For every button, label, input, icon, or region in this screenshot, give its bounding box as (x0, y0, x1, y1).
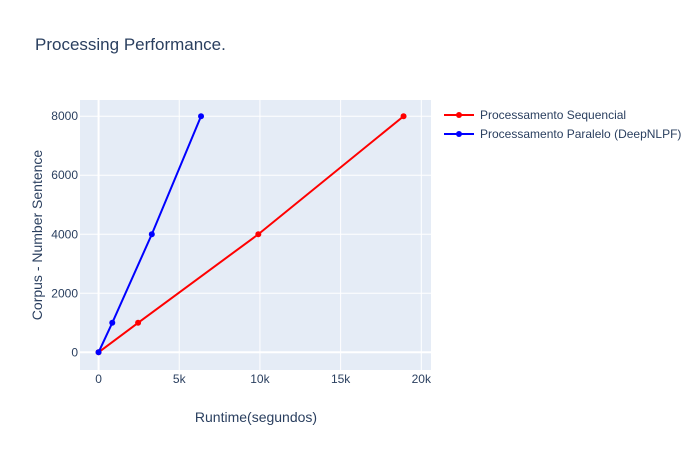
series-2 (95, 113, 205, 356)
series-line (97, 115, 405, 354)
y-tick-label: 6000 (51, 168, 78, 182)
legend[interactable]: Processamento Sequencial Processamento Pa… (444, 108, 681, 141)
y-tick-label: 0 (71, 345, 78, 359)
x-tick-label: 15k (331, 372, 351, 386)
series-line (97, 115, 202, 353)
x-tick-label: 5k (173, 372, 187, 386)
y-tick-label: 8000 (51, 109, 78, 123)
legend-label: Processamento Sequencial (480, 108, 626, 122)
data-point (95, 349, 102, 356)
data-point (148, 231, 155, 238)
data-point (198, 113, 205, 120)
legend-label: Processamento Paralelo (DeepNLPF) (480, 127, 681, 141)
legend-item-1[interactable]: Processamento Sequencial (444, 108, 626, 122)
series-layer (95, 113, 407, 356)
data-point (109, 319, 116, 326)
y-axis-title: Corpus - Number Sentence (29, 150, 45, 321)
data-point (135, 319, 142, 326)
y-axis-ticks: 0 2000 4000 6000 8000 (51, 109, 78, 359)
data-point (255, 231, 262, 238)
y-tick-label: 2000 (51, 286, 78, 300)
legend-marker (456, 131, 462, 137)
data-point (400, 113, 407, 120)
x-tick-label: 20k (412, 372, 432, 386)
chart-title: Processing Performance. (35, 35, 226, 54)
x-axis-title: Runtime(segundos) (195, 409, 317, 425)
legend-item-2[interactable]: Processamento Paralelo (DeepNLPF) (444, 127, 681, 141)
y-tick-label: 4000 (51, 227, 78, 241)
x-axis-ticks: 0 5k 10k 15k 20k (95, 372, 432, 386)
x-tick-label: 10k (250, 372, 270, 386)
legend-marker (456, 112, 462, 118)
x-tick-label: 0 (95, 372, 102, 386)
